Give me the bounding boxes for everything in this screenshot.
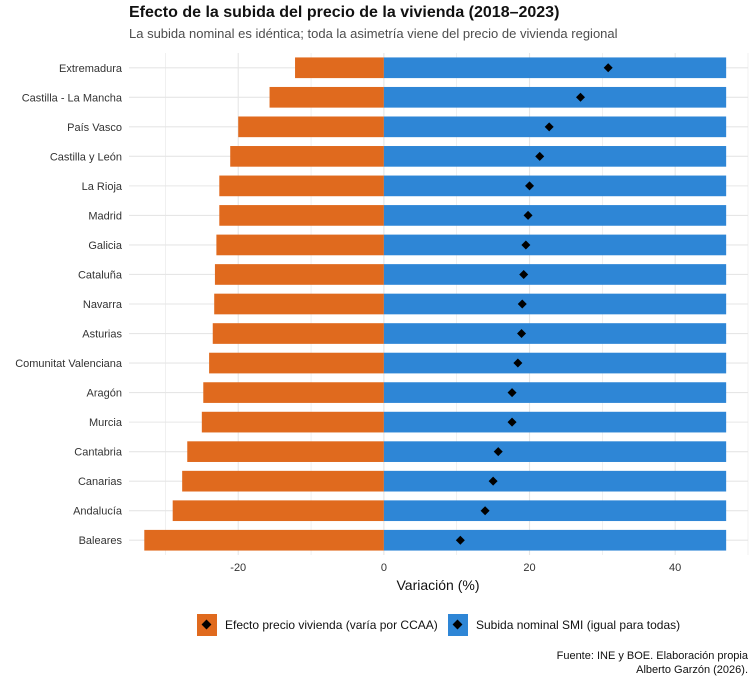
y-tick-label: La Rioja — [82, 181, 123, 193]
legend: Efecto precio vivienda (varía por CCAA) … — [0, 614, 756, 636]
x-tick-label: -20 — [230, 562, 246, 574]
y-tick-label: Aragón — [87, 388, 122, 400]
y-tick-labels: Extremadura Castilla - La Mancha País Vasc… — [15, 63, 123, 547]
bar-smi — [383, 500, 727, 522]
bar-precio — [209, 352, 384, 374]
bar-smi — [383, 470, 727, 492]
legend-item-smi: Subida nominal SMI (igual para todas) — [448, 614, 680, 636]
bar-precio — [182, 470, 384, 492]
bar-smi — [383, 352, 727, 374]
bar-precio — [203, 382, 384, 403]
point-net — [523, 210, 533, 220]
bar-layer — [144, 57, 727, 551]
bar-smi — [383, 205, 727, 226]
legend-label-precio: Efecto precio vivienda (varía por CCAA) — [225, 618, 438, 632]
y-tick-label: Madrid — [88, 210, 122, 222]
bar-precio — [219, 205, 384, 226]
bar-smi — [383, 323, 727, 344]
bar-smi — [383, 57, 727, 79]
bar-chart: Extremadura Castilla - La Mancha País Vasc… — [15, 53, 749, 593]
bar-smi — [383, 441, 727, 462]
bar-precio — [238, 116, 384, 138]
x-axis-title: Variación (%) — [397, 577, 480, 593]
x-tick-label: 40 — [669, 562, 681, 574]
bar-smi — [383, 293, 727, 315]
y-tick-label: Canarias — [78, 476, 123, 488]
x-tick-labels: -20 0 20 40 — [230, 562, 681, 574]
point-layer — [455, 63, 613, 545]
bar-smi — [383, 175, 727, 197]
bar-precio — [212, 323, 384, 344]
legend-label-smi: Subida nominal SMI (igual para todas) — [476, 618, 681, 632]
bar-precio — [269, 86, 384, 108]
point-net — [507, 388, 517, 398]
bar-precio — [219, 175, 384, 197]
y-tick-label: Castilla y León — [50, 151, 122, 163]
point-net — [519, 269, 529, 279]
point-net — [507, 417, 517, 427]
point-net — [517, 299, 527, 309]
y-tick-label: Galicia — [88, 240, 123, 252]
bar-precio — [144, 529, 384, 551]
x-tick-label: 0 — [381, 562, 387, 574]
bar-smi — [383, 146, 727, 167]
y-tick-label: Comunitat Valenciana — [15, 358, 123, 370]
legend-key-precio — [197, 614, 217, 636]
point-net — [603, 63, 613, 73]
bar-smi — [383, 411, 727, 433]
point-net — [455, 535, 465, 545]
bar-smi — [383, 116, 727, 138]
point-net — [488, 476, 498, 486]
point-net — [525, 181, 535, 191]
point-net — [517, 329, 527, 339]
chart-subtitle: La subida nominal es idéntica; toda la a… — [129, 26, 618, 41]
bar-smi — [383, 264, 727, 285]
point-net — [576, 92, 586, 102]
point-net — [480, 506, 490, 516]
bar-precio — [201, 411, 384, 433]
bar-precio — [187, 441, 384, 462]
diamond-icon — [201, 619, 212, 630]
bar-precio — [230, 146, 384, 167]
bar-precio — [214, 264, 384, 285]
x-tick-label: 20 — [523, 562, 535, 574]
bar-precio — [216, 234, 384, 256]
diamond-icon — [452, 619, 463, 630]
point-net — [493, 447, 503, 457]
y-tick-label: Navarra — [83, 299, 123, 311]
y-tick-label: País Vasco — [67, 122, 122, 134]
bar-precio — [172, 500, 384, 522]
y-tick-label: Cataluña — [78, 269, 123, 281]
caption-source: Fuente: INE y BOE. Elaboración propia — [556, 650, 748, 662]
point-net — [513, 358, 523, 368]
chart-title: Efecto de la subida del precio de la viv… — [129, 4, 560, 21]
y-tick-label: Extremadura — [59, 63, 123, 75]
caption: Fuente: INE y BOE. Elaboración propia Al… — [557, 649, 748, 677]
y-tick-label: Andalucía — [73, 506, 123, 518]
point-net — [521, 240, 531, 250]
y-tick-label: Murcia — [89, 417, 123, 429]
y-tick-label: Baleares — [79, 535, 123, 547]
bar-smi — [383, 86, 727, 108]
point-net — [544, 122, 554, 132]
bar-precio — [214, 293, 384, 315]
y-tick-label: Cantabria — [74, 447, 123, 459]
legend-key-smi — [448, 614, 468, 636]
bar-smi — [383, 234, 727, 256]
caption-author: Alberto Garzón (2026). — [636, 664, 748, 676]
y-tick-label: Castilla - La Mancha — [22, 92, 123, 104]
legend-item-precio: Efecto precio vivienda (varía por CCAA) — [197, 614, 438, 636]
bar-smi — [383, 529, 727, 551]
bar-precio — [295, 57, 384, 79]
bar-smi — [383, 382, 727, 403]
y-tick-label: Asturias — [82, 329, 122, 341]
point-net — [535, 151, 545, 161]
